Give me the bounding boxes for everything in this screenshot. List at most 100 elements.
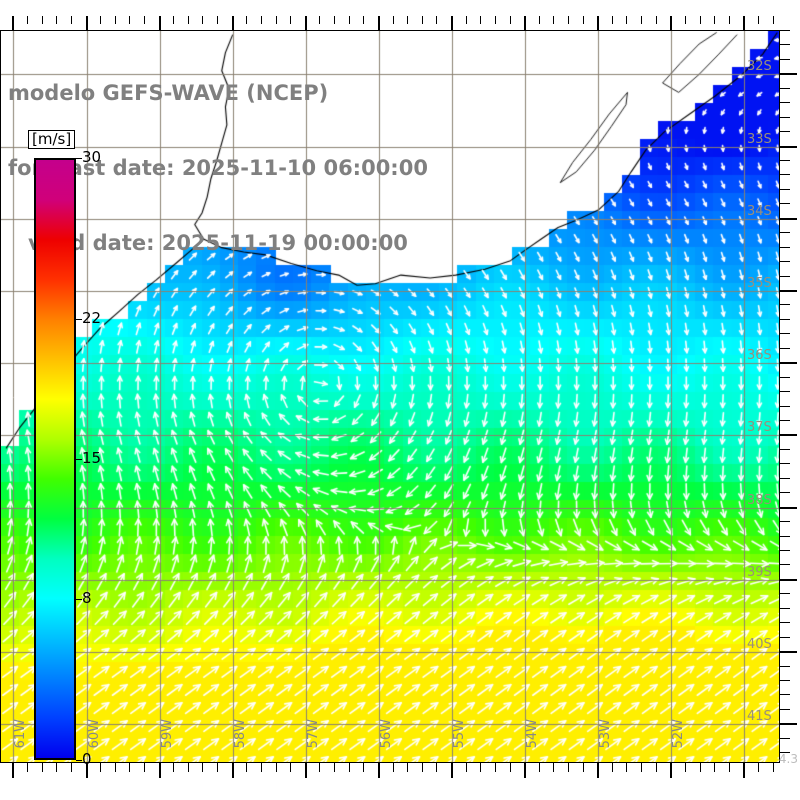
axis-tick-minor (583, 16, 584, 24)
axis-tick-minor (641, 763, 642, 772)
axis-tick-minor (656, 16, 657, 24)
axis-tick-minor (780, 362, 790, 363)
axis-tick-major (780, 507, 797, 509)
axis-tick-minor (780, 694, 790, 695)
axis-tick-minor (780, 420, 790, 421)
axis-tick-minor (290, 16, 291, 24)
axis-tick-minor (276, 763, 277, 772)
axis-tick-major (780, 579, 797, 581)
axis-tick-minor (334, 763, 335, 772)
axis-tick-minor (188, 16, 189, 24)
axis-tick-minor (568, 763, 569, 772)
axis-tick-major (743, 16, 745, 30)
axis-tick-minor (780, 579, 790, 580)
axis-tick-minor (159, 763, 160, 772)
axis-tick-minor (780, 449, 790, 450)
axis-tick-minor (780, 521, 790, 522)
axis-tick-minor (780, 131, 790, 132)
axis-tick-minor (378, 16, 379, 24)
axis-tick-minor (144, 763, 145, 772)
axis-tick-minor (173, 16, 174, 24)
latitude-label-40S: 40S (747, 637, 772, 653)
axis-tick-minor (758, 16, 759, 24)
axis-tick-minor (780, 73, 790, 74)
axis-tick-major (670, 16, 672, 30)
axis-tick-minor (780, 218, 790, 219)
axis-tick-minor (276, 16, 277, 24)
axis-tick-minor (553, 763, 554, 772)
axis-tick-minor (232, 16, 233, 24)
axis-tick-minor (393, 16, 394, 24)
latitude-label-33S: 33S (747, 131, 772, 147)
axis-tick-minor (349, 16, 350, 24)
axis-tick-minor (202, 763, 203, 772)
axis-tick-minor (422, 16, 423, 24)
axis-tick-minor (780, 738, 790, 739)
axis-tick-minor (495, 763, 496, 772)
axis-tick-minor (780, 117, 790, 118)
axis-tick-minor (780, 203, 790, 204)
axis-tick-minor (780, 666, 790, 667)
axis-tick-minor (290, 763, 291, 772)
axis-tick-minor (773, 763, 774, 772)
axis-tick-minor (780, 637, 790, 638)
axis-tick-minor (451, 763, 452, 772)
axis-tick-minor (466, 16, 467, 24)
axis-tick-minor (780, 276, 790, 277)
axis-tick-minor (451, 16, 452, 24)
axis-tick-minor (780, 174, 790, 175)
latitude-label-35S: 35S (747, 275, 772, 291)
axis-tick-major (451, 16, 453, 30)
colorbar-tick-label-22: 22 (82, 308, 102, 327)
axis-tick-minor (553, 16, 554, 24)
axis-tick-major (232, 763, 234, 778)
axis-tick-major (524, 16, 526, 30)
title-model-line: modelo GEFS-WAVE (NCEP) (8, 81, 329, 105)
axis-tick-minor (641, 16, 642, 24)
axis-tick-minor (780, 290, 790, 291)
axis-tick-minor (780, 680, 790, 681)
axis-tick-minor (363, 16, 364, 24)
axis-tick-minor (246, 16, 247, 24)
colorbar-unit-label: [m/s] (28, 130, 76, 149)
axis-tick-minor (780, 651, 790, 652)
axis-tick-minor (232, 763, 233, 772)
longitude-label-54W: 54W (525, 719, 541, 749)
axis-tick-minor (319, 16, 320, 24)
colorbar-tick-mark (76, 459, 82, 460)
axis-tick-minor (780, 463, 790, 464)
axis-tick-minor (780, 247, 790, 248)
axis-tick-minor (86, 763, 87, 772)
axis-tick-minor (42, 16, 43, 24)
axis-tick-minor (780, 377, 790, 378)
axis-tick-minor (700, 16, 701, 24)
longitude-label-56W: 56W (378, 719, 394, 749)
latitude-label-36S: 36S (747, 348, 772, 364)
axis-tick-major (378, 763, 380, 778)
lat-lon-gridlines (1, 31, 779, 762)
axis-tick-minor (626, 16, 627, 24)
axis-tick-minor (129, 763, 130, 772)
latitude-label-41S: 41S (747, 709, 772, 725)
axis-tick-minor (780, 608, 790, 609)
axis-tick-minor (780, 434, 790, 435)
longitude-label-60W: 60W (86, 719, 102, 749)
axis-tick-major (780, 362, 797, 364)
axis-tick-major (670, 763, 672, 778)
axis-tick-major (305, 763, 307, 778)
longitude-label-57W: 57W (305, 719, 321, 749)
axis-tick-minor (115, 763, 116, 772)
axis-tick-minor (714, 16, 715, 24)
axis-tick-minor (626, 763, 627, 772)
axis-tick-minor (56, 763, 57, 772)
axis-tick-minor (144, 16, 145, 24)
axis-tick-minor (407, 763, 408, 772)
axis-tick-minor (305, 16, 306, 24)
axis-tick-minor (612, 763, 613, 772)
longitude-label-58W: 58W (232, 719, 248, 749)
latitude-label-32S: 32S (747, 59, 772, 75)
axis-tick-major (159, 763, 161, 778)
axis-tick-major (86, 16, 88, 30)
axis-tick-minor (700, 763, 701, 772)
axis-tick-major (524, 763, 526, 778)
